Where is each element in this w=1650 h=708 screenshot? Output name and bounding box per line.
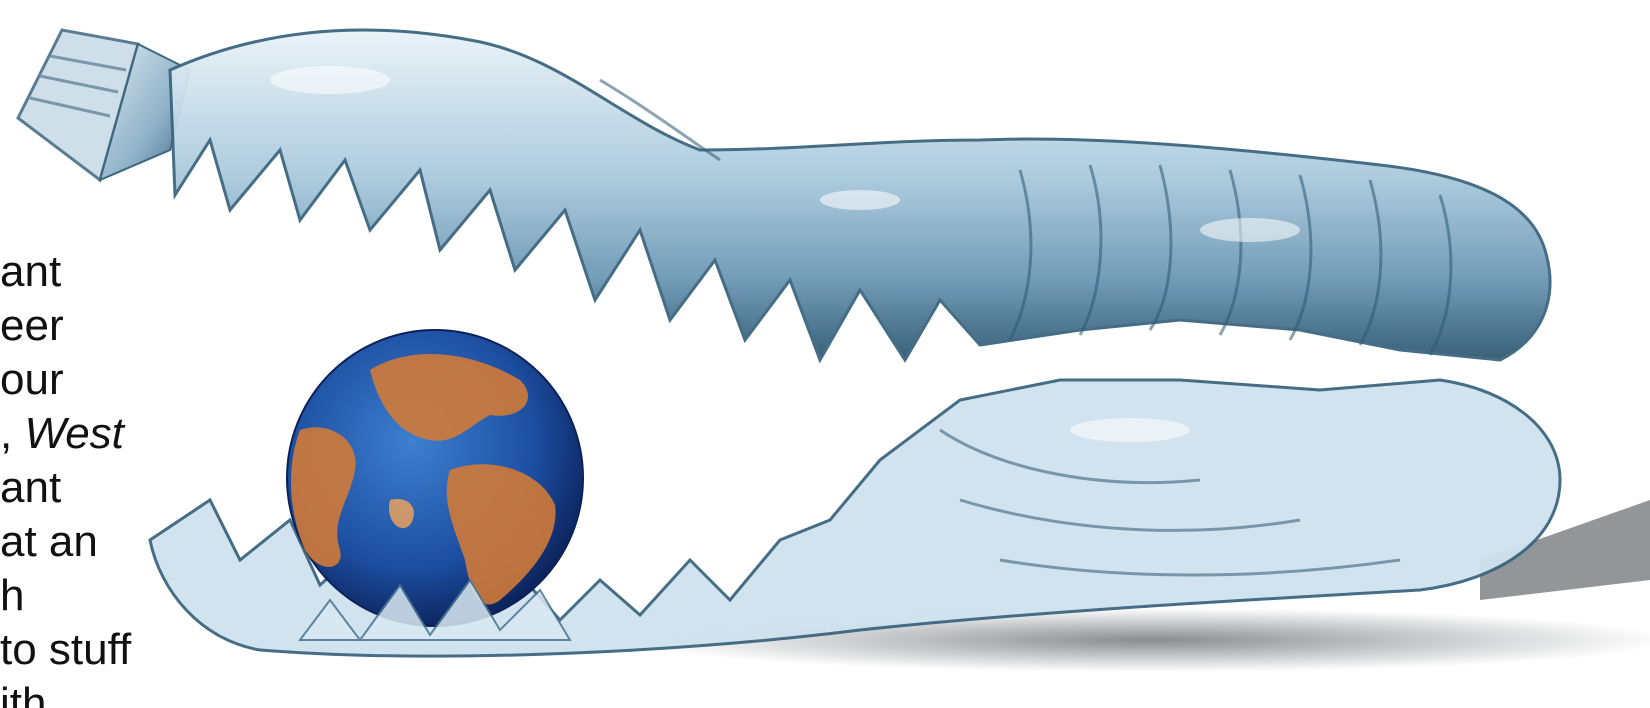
- text-line: eer: [0, 301, 64, 350]
- globe-land-americas: [290, 427, 356, 567]
- text-line: h: [0, 571, 25, 620]
- text-line: to stuff: [0, 625, 132, 674]
- text-line: , West: [0, 406, 124, 462]
- text-line-emphasis: West: [24, 409, 124, 458]
- bottle-shadow-tail: [1480, 500, 1650, 600]
- text-line: at an: [0, 517, 98, 566]
- text-line: our: [0, 355, 64, 404]
- globe-land-europe: [370, 353, 529, 441]
- bottle-lower-body: [148, 378, 1562, 658]
- text-line-prefix: ,: [0, 409, 25, 458]
- bottle-cap-icon: [16, 28, 192, 183]
- bottle-lower-teeth: [298, 578, 572, 642]
- globe-land-africa: [446, 464, 556, 605]
- globe-icon: [286, 329, 584, 627]
- text-line: ant: [0, 463, 62, 512]
- bottle-ridges: [599, 78, 1453, 577]
- cropped-text-column: ant eer our , West ant at an h to stuff …: [0, 244, 160, 708]
- text-line: ant: [0, 247, 62, 296]
- text-line: ith: [0, 679, 47, 708]
- bottle-highlights: [270, 66, 1300, 442]
